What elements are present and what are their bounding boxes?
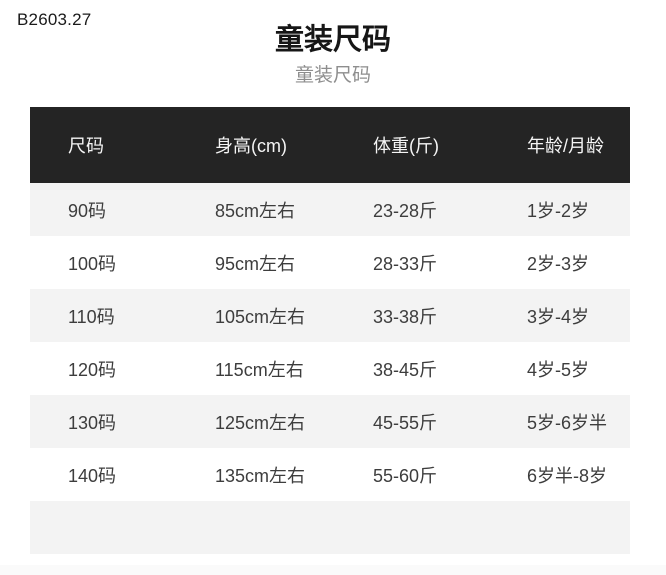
cell-weight: 55-60斤 [373, 465, 438, 486]
table-row: 90码 85cm左右 23-28斤 1岁-2岁 [30, 183, 630, 236]
cell-size: 110码 [68, 306, 115, 327]
cell-age: 1岁-2岁 [527, 200, 590, 221]
cell-height: 95cm左右 [215, 253, 296, 274]
cell-weight: 38-45斤 [373, 359, 438, 380]
cell-height: 105cm左右 [215, 306, 306, 327]
cell-weight: 23-28斤 [373, 200, 438, 221]
table-row: 120码 115cm左右 38-45斤 4岁-5岁 [30, 342, 630, 395]
cell-age: 2岁-3岁 [527, 253, 590, 274]
cell-age: 4岁-5岁 [527, 359, 590, 380]
cell-height: 135cm左右 [215, 465, 306, 486]
cell-age: 5岁-6岁半 [527, 412, 608, 433]
cell-height: 125cm左右 [215, 412, 306, 433]
table-row: 110码 105cm左右 33-38斤 3岁-4岁 [30, 289, 630, 342]
page-subtitle: 童装尺码 [294, 65, 371, 86]
column-header-height: 身高(cm) [215, 136, 287, 156]
column-header-size: 尺码 [68, 136, 104, 156]
column-header-age: 年龄/月龄 [527, 136, 605, 156]
cell-size: 120码 [68, 359, 117, 380]
cell-size: 90码 [68, 200, 107, 221]
cell-age: 3岁-4岁 [527, 306, 590, 327]
size-chart-table: 尺码 身高(cm) 体重(斤) 年龄/月龄 90码 85cm左右 23-28斤 … [30, 107, 630, 554]
cell-height: 85cm左右 [215, 200, 296, 221]
cell-weight: 33-38斤 [373, 306, 438, 327]
table-row: 100码 95cm左右 28-33斤 2岁-3岁 [30, 236, 630, 289]
cell-weight: 45-55斤 [373, 412, 438, 433]
cell-age: 6岁半-8岁 [527, 465, 608, 486]
table-header-row: 尺码 身高(cm) 体重(斤) 年龄/月龄 [30, 107, 630, 183]
table-row: 130码 125cm左右 45-55斤 5岁-6岁半 [30, 395, 630, 448]
bottom-strip [0, 565, 666, 575]
cell-size: 140码 [68, 465, 117, 486]
cell-size: 130码 [68, 412, 117, 433]
column-header-weight: 体重(斤) [373, 136, 439, 156]
product-code: B2603.27 [17, 10, 92, 29]
page-title: 童装尺码 [274, 24, 391, 56]
cell-weight: 28-33斤 [373, 253, 438, 274]
empty-table-row [30, 501, 630, 554]
cell-height: 115cm左右 [215, 359, 304, 380]
table-row: 140码 135cm左右 55-60斤 6岁半-8岁 [30, 448, 630, 501]
cell-size: 100码 [68, 253, 117, 274]
